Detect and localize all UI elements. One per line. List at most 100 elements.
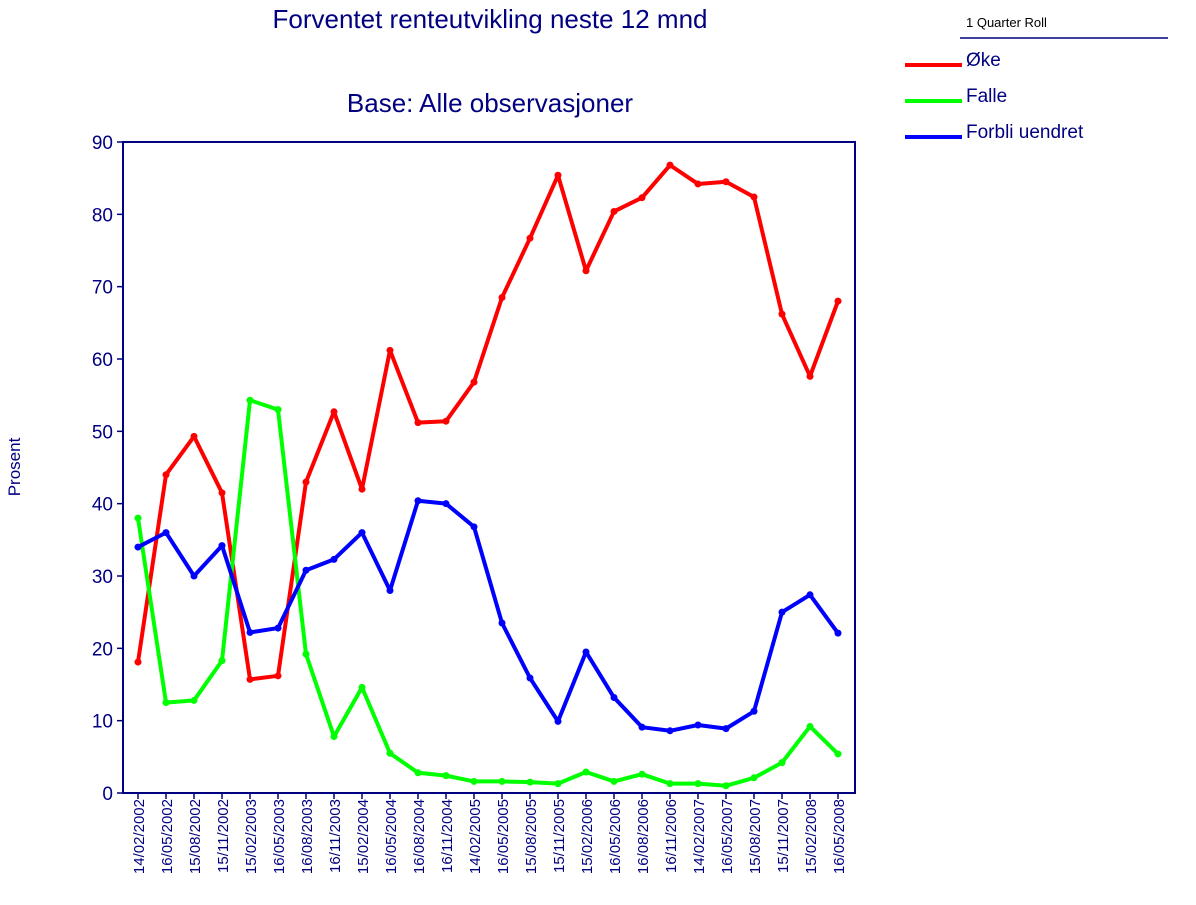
data-point: [722, 782, 730, 790]
x-tick-label: 15/11/2002: [215, 799, 232, 873]
data-point: [470, 523, 478, 531]
data-point: [694, 721, 702, 729]
data-point: [470, 777, 478, 785]
data-point: [778, 759, 786, 767]
data-point: [526, 778, 534, 786]
data-point: [134, 658, 142, 666]
x-tick-label: 16/11/2003: [327, 799, 344, 873]
x-tick-label: 16/11/2004: [439, 799, 456, 873]
y-axis-label: Prosent: [5, 437, 24, 496]
data-point: [834, 297, 842, 305]
x-tick-label: 16/05/2003: [271, 799, 288, 874]
data-point: [554, 171, 562, 179]
y-tick-label: 50: [92, 422, 113, 443]
data-point: [722, 178, 730, 186]
y-tick-label: 20: [92, 639, 113, 660]
data-point: [750, 193, 758, 201]
data-point: [526, 674, 534, 682]
data-point: [218, 542, 226, 550]
data-point: [386, 586, 394, 594]
data-point: [274, 406, 282, 414]
data-point: [694, 180, 702, 188]
data-point: [806, 591, 814, 599]
data-point: [806, 722, 814, 730]
data-point: [694, 780, 702, 788]
y-tick-label: 40: [92, 495, 113, 516]
data-point: [358, 529, 366, 537]
data-point: [414, 419, 422, 427]
x-tick-label: 16/05/2002: [159, 799, 176, 874]
data-point: [330, 733, 338, 741]
legend-label: Falle: [966, 86, 1007, 107]
y-tick-label: 0: [102, 784, 113, 805]
x-tick-label: 15/02/2003: [243, 799, 260, 874]
x-tick-label: 16/08/2006: [635, 799, 652, 874]
data-point: [666, 161, 674, 169]
data-point: [190, 432, 198, 440]
data-point: [442, 500, 450, 508]
data-point: [442, 772, 450, 780]
data-point: [134, 514, 142, 522]
data-point: [806, 372, 814, 380]
data-point: [414, 769, 422, 777]
legend-title: 1 Quarter Roll: [966, 15, 1047, 30]
y-tick-label: 70: [92, 278, 113, 299]
data-point: [358, 683, 366, 691]
data-point: [162, 529, 170, 537]
data-point: [246, 628, 254, 636]
data-point: [218, 657, 226, 665]
x-tick-label: 15/08/2007: [747, 799, 764, 874]
x-tick-label: 15/08/2005: [523, 799, 540, 874]
data-point: [414, 497, 422, 505]
data-point: [750, 774, 758, 782]
data-point: [218, 489, 226, 497]
data-point: [190, 696, 198, 704]
data-point: [386, 749, 394, 757]
x-tick-label: 15/08/2002: [187, 799, 204, 874]
data-point: [610, 694, 618, 702]
data-point: [386, 346, 394, 354]
data-point: [358, 485, 366, 493]
data-point: [666, 780, 674, 788]
data-point: [246, 396, 254, 404]
data-point: [834, 750, 842, 758]
y-tick-label: 30: [92, 567, 113, 588]
x-tick-label: 14/02/2007: [691, 799, 708, 874]
x-tick-label: 16/08/2003: [299, 799, 316, 874]
x-tick-label: 15/11/2007: [775, 799, 792, 873]
data-point: [554, 717, 562, 725]
data-point: [498, 294, 506, 302]
data-point: [274, 672, 282, 680]
series-line: [137, 498, 840, 733]
series-line: [136, 163, 840, 682]
y-tick-label: 80: [92, 205, 113, 226]
data-point: [498, 619, 506, 627]
x-tick-label: 16/05/2008: [831, 799, 848, 874]
data-point: [750, 707, 758, 715]
data-point: [778, 310, 786, 318]
x-tick-label: 15/11/2005: [551, 799, 568, 873]
data-point: [162, 471, 170, 479]
data-point: [302, 566, 310, 574]
y-tick-label: 60: [92, 350, 113, 371]
chart-title: Forventet renteutvikling neste 12 mnd: [272, 4, 707, 34]
data-point: [246, 675, 254, 683]
data-point: [610, 777, 618, 785]
y-tick-label: 90: [92, 133, 113, 154]
data-point: [582, 267, 590, 275]
x-tick-label: 15/02/2004: [355, 799, 372, 874]
data-point: [610, 207, 618, 215]
x-tick-label: 16/05/2005: [495, 799, 512, 874]
data-point: [470, 378, 478, 386]
data-point: [722, 725, 730, 733]
x-tick-label: 14/02/2005: [467, 799, 484, 874]
x-tick-label: 16/08/2004: [411, 799, 428, 874]
data-point: [330, 408, 338, 416]
data-point: [498, 777, 506, 785]
data-point: [638, 723, 646, 731]
data-point: [834, 629, 842, 637]
series-line: [136, 398, 840, 788]
x-tick-label: 15/02/2006: [579, 799, 596, 874]
data-point: [302, 650, 310, 658]
data-point: [778, 608, 786, 616]
